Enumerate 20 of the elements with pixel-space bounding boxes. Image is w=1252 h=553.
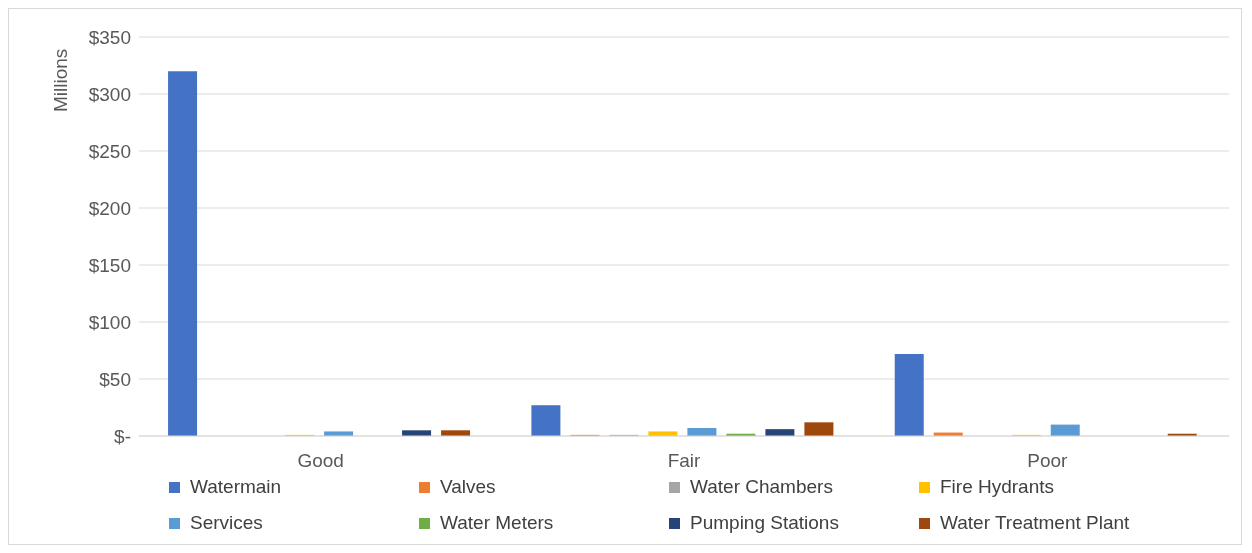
x-tick-label: Fair <box>667 450 702 472</box>
legend-label: Valves <box>440 476 496 498</box>
legend-label: Water Treatment Plant <box>940 512 1130 534</box>
y-tick-label: $100 <box>88 311 131 333</box>
legend-label: Services <box>190 512 263 534</box>
y-tick-label: $50 <box>99 368 131 390</box>
x-tick-label: Good <box>297 450 344 472</box>
y-tick-label: $250 <box>88 140 131 162</box>
y-tick-label: $300 <box>88 83 131 105</box>
y-axis-title: Millions <box>50 48 72 112</box>
y-tick-label: $- <box>114 425 131 447</box>
legend-label: Fire Hydrants <box>940 476 1055 498</box>
y-tick-label: $350 <box>88 26 131 48</box>
y-tick-label: $200 <box>88 197 131 219</box>
y-tick-label: $150 <box>88 254 131 276</box>
legend-label: Water Chambers <box>690 476 833 498</box>
legend-label: Watermain <box>190 476 282 498</box>
legend-label: Water Meters <box>440 512 554 534</box>
legend-label: Pumping Stations <box>690 512 839 534</box>
x-tick-label: Poor <box>1027 450 1069 472</box>
